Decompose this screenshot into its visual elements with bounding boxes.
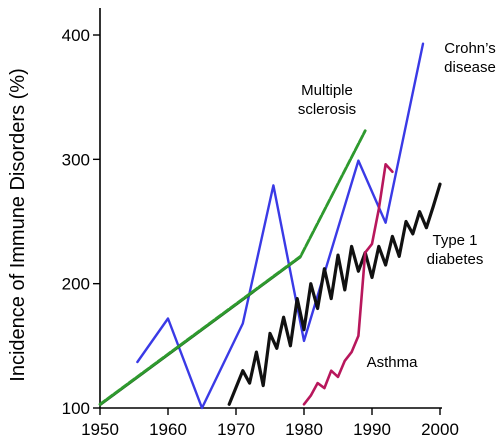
type-1-diabetes-label: Type 1 diabetes xyxy=(427,232,484,268)
y-axis-title: Incidence of Immune Disorders (%) xyxy=(7,68,29,381)
asthma-label: Asthma xyxy=(367,354,419,371)
type-1-diabetes-line xyxy=(227,182,442,406)
x-tick-label: 1950 xyxy=(81,420,119,439)
series-lines xyxy=(98,42,442,410)
series-labels: Crohn’s disease Multiple sclerosis Type 1 dia… xyxy=(298,40,496,371)
x-tick-label: 1980 xyxy=(285,420,323,439)
crohn-s-disease-label: Crohn’s disease xyxy=(444,40,496,76)
multiple-sclerosis-label: Multiple sclerosis xyxy=(298,82,356,118)
x-tick-label: 1960 xyxy=(149,420,187,439)
y-tick-label: 200 xyxy=(62,275,90,294)
y-tick-label: 100 xyxy=(62,399,90,418)
x-axis: 1950 1960 1970 1980 1990 2000 xyxy=(81,407,459,439)
multiple-sclerosis-line xyxy=(98,129,367,406)
crohn-s-disease-line xyxy=(136,42,425,410)
x-tick-label: 2000 xyxy=(421,420,459,439)
x-tick-label: 1990 xyxy=(353,420,391,439)
y-tick-label: 300 xyxy=(62,150,90,169)
x-tick-label: 1970 xyxy=(217,420,255,439)
y-tick-label: 400 xyxy=(62,26,90,45)
asthma-line xyxy=(302,163,394,406)
y-axis: 100 200 300 400 xyxy=(62,8,101,418)
